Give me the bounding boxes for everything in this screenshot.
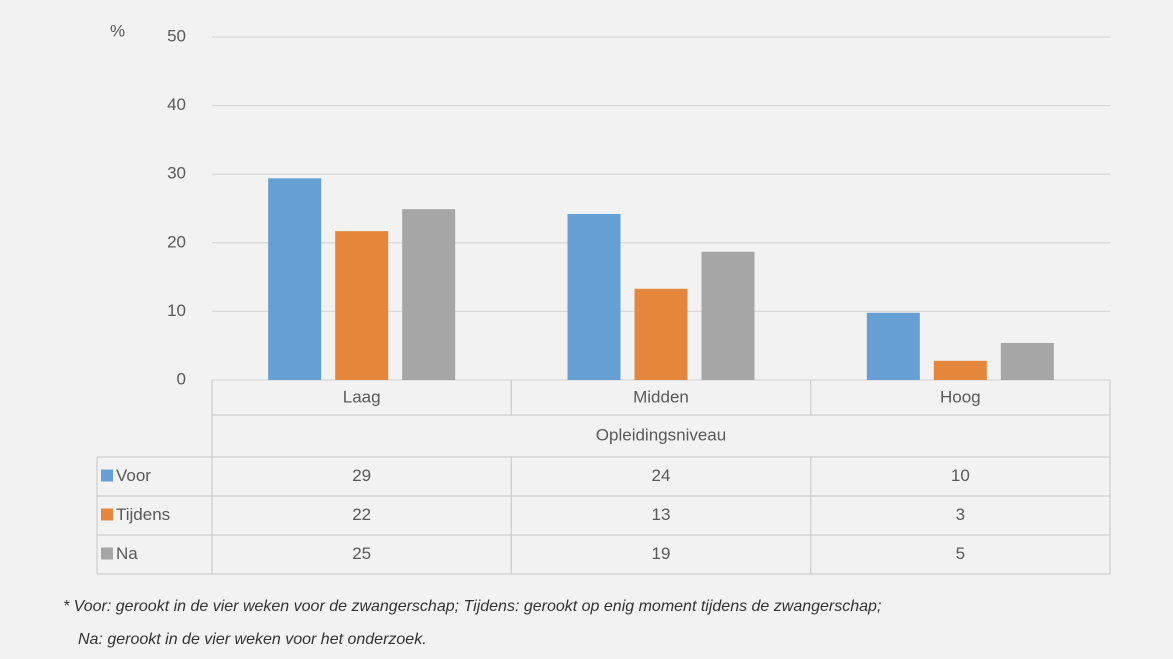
table-value: 25 xyxy=(352,544,371,563)
table-value: 5 xyxy=(956,544,965,563)
y-tick-label: 10 xyxy=(167,301,186,320)
bar xyxy=(402,209,456,380)
table-value: 24 xyxy=(652,466,671,485)
legend-label: Voor xyxy=(116,466,151,485)
legend-swatch xyxy=(101,547,113,560)
x-axis-label: Opleidingsniveau xyxy=(596,425,726,444)
legend-label: Na xyxy=(116,544,138,563)
bar xyxy=(1000,342,1054,380)
legend-label: Tijdens xyxy=(116,505,170,524)
x-tick-label: Hoog xyxy=(940,387,981,406)
table-value: 3 xyxy=(956,505,965,524)
footnote: Na: gerookt in de vier weken voor het on… xyxy=(78,631,427,648)
y-tick-label: 40 xyxy=(167,95,186,114)
bar xyxy=(567,213,621,380)
bar xyxy=(701,251,755,380)
table-value: 10 xyxy=(951,466,970,485)
y-tick-label: 30 xyxy=(167,164,186,183)
table-value: 13 xyxy=(652,505,671,524)
bar xyxy=(866,312,920,380)
bar xyxy=(335,231,389,380)
y-tick-label: 20 xyxy=(167,232,186,251)
y-tick-label: 50 xyxy=(167,26,186,45)
bar xyxy=(268,178,322,380)
table-value: 22 xyxy=(352,505,371,524)
bar xyxy=(634,288,688,380)
table-value: 29 xyxy=(352,466,371,485)
x-tick-label: Midden xyxy=(633,387,689,406)
y-tick-label: 0 xyxy=(177,369,186,388)
legend-swatch xyxy=(101,508,113,521)
x-tick-label: Laag xyxy=(343,387,381,406)
footnote: * Voor: gerookt in de vier weken voor de… xyxy=(63,598,881,615)
table-value: 19 xyxy=(652,544,671,563)
legend-swatch xyxy=(101,469,113,482)
bar xyxy=(933,360,987,380)
y-unit: % xyxy=(110,21,125,40)
